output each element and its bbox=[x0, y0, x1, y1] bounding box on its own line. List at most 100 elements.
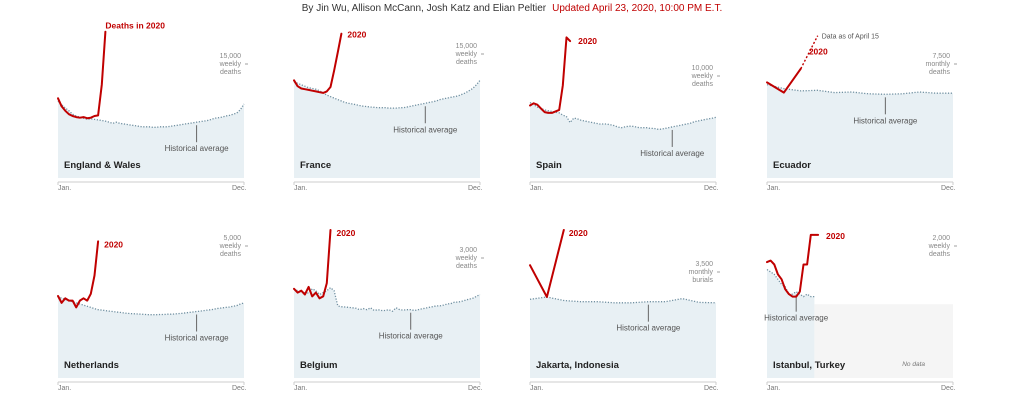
historical-label: Historical average bbox=[393, 125, 458, 134]
unit-label-line: weekly bbox=[928, 243, 951, 250]
chart-netherlands: Historical average 5,000 weekly deaths 2020 J… bbox=[57, 235, 248, 392]
chart-england-wales: Historical average 15,000 weekly deaths Deat… bbox=[57, 21, 248, 192]
chart-title: Jakarta, Indonesia bbox=[536, 360, 620, 371]
deaths-2020-line bbox=[529, 229, 565, 298]
x-tick-end: Dec. bbox=[941, 385, 955, 392]
unit-label-line: 15,000 bbox=[456, 43, 478, 50]
byline-updated: Updated April 23, 2020, 10:00 PM E.T. bbox=[552, 3, 723, 14]
historical-label: Historical average bbox=[640, 149, 705, 158]
unit-label-line: weekly bbox=[219, 243, 242, 250]
historical-area bbox=[530, 102, 716, 178]
unit-label-line: 2,000 bbox=[932, 235, 950, 242]
byline: By Jin Wu, Allison McCann, Josh Katz and… bbox=[0, 3, 1024, 14]
chart-spain: Historical average 10,000 weekly deaths 2020… bbox=[529, 36, 720, 192]
chart-jakarta-indonesia: Historical average 3,500 monthly burials 202… bbox=[529, 228, 720, 392]
historical-label: Historical average bbox=[616, 324, 681, 333]
data-note: Data as of April 15 bbox=[822, 34, 879, 41]
unit-label-line: 15,000 bbox=[220, 53, 242, 60]
x-tick-end: Dec. bbox=[704, 185, 718, 192]
chart-title: France bbox=[300, 160, 331, 171]
historical-line bbox=[529, 101, 717, 130]
chart-title: England & Wales bbox=[64, 160, 141, 171]
unit-label: 15,000 weekly deaths bbox=[219, 53, 242, 76]
deaths-2020-line bbox=[293, 229, 332, 300]
unit-label-line: deaths bbox=[456, 263, 478, 270]
unit-label-line: burials bbox=[692, 277, 713, 284]
unit-label: 2,000 weekly deaths bbox=[928, 235, 951, 258]
x-tick-end: Dec. bbox=[232, 385, 246, 392]
unit-label-line: weekly bbox=[455, 51, 478, 58]
unit-label-line: deaths bbox=[929, 251, 951, 258]
historical-area bbox=[294, 80, 480, 178]
x-tick-start: Jan. bbox=[530, 185, 543, 192]
series-label: 2020 bbox=[578, 36, 597, 46]
historical-area bbox=[530, 297, 716, 378]
x-tick-start: Jan. bbox=[767, 385, 780, 392]
unit-label-line: deaths bbox=[456, 59, 478, 66]
chart-ecuador: Historical average 7,500 monthly deaths Data… bbox=[766, 34, 957, 192]
historical-line bbox=[529, 296, 717, 304]
unit-label-line: deaths bbox=[220, 251, 242, 258]
historical-line bbox=[57, 295, 245, 316]
unit-label-line: 7,500 bbox=[932, 53, 950, 60]
historical-area bbox=[58, 296, 244, 378]
series-label: 2020 bbox=[104, 239, 123, 249]
unit-label-line: 10,000 bbox=[692, 65, 714, 72]
historical-line bbox=[766, 268, 815, 298]
series-label: 2020 bbox=[336, 228, 355, 238]
series-label: 2020 bbox=[347, 30, 366, 40]
no-data-label: No data bbox=[902, 361, 925, 368]
x-tick-end: Dec. bbox=[941, 185, 955, 192]
historical-area bbox=[58, 101, 244, 178]
chart-france: Historical average 15,000 weekly deaths 2020… bbox=[293, 30, 484, 192]
series-label: 2020 bbox=[569, 228, 588, 238]
x-tick-end: Dec. bbox=[232, 185, 246, 192]
x-tick-end: Dec. bbox=[468, 385, 482, 392]
no-data-region bbox=[814, 304, 953, 378]
series-label: 2020 bbox=[826, 231, 845, 241]
historical-line bbox=[766, 83, 953, 95]
historical-label: Historical average bbox=[165, 334, 230, 343]
x-tick-end: Dec. bbox=[468, 185, 482, 192]
x-tick-start: Jan. bbox=[58, 385, 71, 392]
unit-label-line: deaths bbox=[220, 69, 242, 76]
deaths-2020-line bbox=[766, 67, 802, 94]
unit-label-line: 5,000 bbox=[223, 235, 241, 242]
unit-label: 7,500 monthly deaths bbox=[925, 53, 950, 76]
deaths-2020-line bbox=[293, 32, 343, 94]
unit-label-line: 3,000 bbox=[459, 247, 477, 254]
chart-title: Ecuador bbox=[773, 160, 811, 171]
unit-label: 15,000 weekly deaths bbox=[455, 43, 478, 66]
x-tick-start: Jan. bbox=[294, 385, 307, 392]
unit-label-line: weekly bbox=[219, 61, 242, 68]
series-label: Deaths in 2020 bbox=[105, 21, 165, 31]
unit-label-line: deaths bbox=[929, 69, 951, 76]
unit-label: 3,500 monthly burials bbox=[688, 261, 713, 284]
chart-title: Istanbul, Turkey bbox=[773, 360, 846, 371]
chart-title: Spain bbox=[536, 160, 562, 171]
historical-line bbox=[57, 100, 245, 128]
historical-label: Historical average bbox=[165, 144, 230, 153]
x-tick-end: Dec. bbox=[704, 385, 718, 392]
deaths-2020-line bbox=[57, 240, 100, 309]
deaths-2020-line bbox=[766, 233, 820, 298]
historical-area bbox=[767, 269, 815, 378]
chart-title: Netherlands bbox=[64, 360, 119, 371]
unit-label: 10,000 weekly deaths bbox=[691, 65, 714, 88]
unit-label-line: monthly bbox=[925, 61, 950, 68]
unit-label: 3,000 weekly deaths bbox=[455, 247, 478, 270]
historical-label: Historical average bbox=[379, 332, 444, 341]
unit-label-line: weekly bbox=[691, 73, 714, 80]
deaths-2020-line bbox=[529, 36, 572, 114]
historical-label: Historical average bbox=[853, 116, 918, 125]
series-label: 2020 bbox=[809, 47, 828, 57]
unit-label: 5,000 weekly deaths bbox=[219, 235, 242, 258]
chart-belgium: Historical average 3,000 weekly deaths 2020 J… bbox=[293, 228, 484, 392]
x-tick-start: Jan. bbox=[294, 185, 307, 192]
unit-label-line: monthly bbox=[688, 269, 713, 276]
byline-authors: By Jin Wu, Allison McCann, Josh Katz and… bbox=[301, 3, 547, 14]
x-tick-start: Jan. bbox=[58, 185, 71, 192]
unit-label-line: weekly bbox=[455, 255, 478, 262]
x-tick-start: Jan. bbox=[767, 185, 780, 192]
